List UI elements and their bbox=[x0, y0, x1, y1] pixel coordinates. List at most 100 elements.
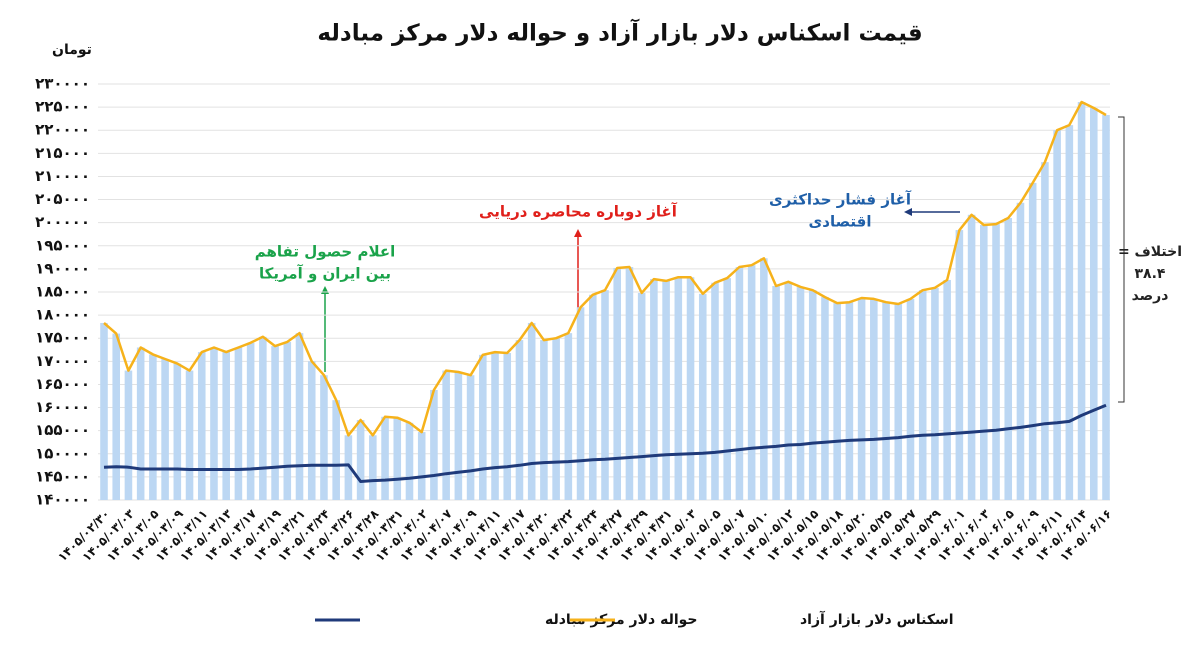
bar bbox=[210, 347, 218, 500]
annotation: درصد bbox=[1132, 288, 1169, 304]
annotation: آغاز فشار حداکثری bbox=[769, 191, 912, 209]
y-tick-label: ۲۱۰۰۰۰ bbox=[35, 167, 90, 185]
bar bbox=[1016, 202, 1025, 500]
bar bbox=[552, 338, 560, 500]
y-tick-label: ۱۸۰۰۰۰ bbox=[35, 306, 90, 324]
y-tick-label: ۲۰۵۰۰۰ bbox=[35, 190, 90, 208]
bar bbox=[674, 277, 683, 500]
bar bbox=[931, 287, 939, 500]
bar bbox=[503, 353, 512, 500]
bar bbox=[625, 267, 634, 500]
y-tick-label: ۱۶۵۰۰۰ bbox=[35, 375, 90, 393]
bar bbox=[735, 267, 744, 500]
y-tick-label: ۱۷۰۰۰۰ bbox=[35, 352, 90, 370]
bar bbox=[149, 354, 157, 500]
bar bbox=[161, 359, 169, 500]
bar bbox=[540, 340, 548, 500]
legend-label: حواله دلار مرکز مبادله bbox=[545, 612, 698, 628]
bar bbox=[369, 435, 377, 500]
bar bbox=[747, 265, 756, 500]
bar bbox=[479, 354, 487, 500]
bar bbox=[686, 277, 695, 500]
y-tick-label: ۱۷۵۰۰۰ bbox=[35, 329, 90, 347]
legend-label: اسکناس دلار بازار آزاد bbox=[800, 610, 954, 628]
bar bbox=[320, 375, 328, 500]
bar bbox=[124, 370, 133, 500]
bar bbox=[1028, 182, 1037, 500]
bar bbox=[405, 422, 414, 500]
bar bbox=[711, 282, 719, 500]
bar bbox=[857, 298, 866, 500]
bar bbox=[271, 346, 279, 500]
bar bbox=[662, 280, 670, 500]
bar bbox=[576, 307, 585, 500]
legend-item: حواله دلار مرکز مبادله bbox=[315, 612, 698, 628]
bar bbox=[906, 298, 915, 500]
bar bbox=[955, 230, 964, 500]
bar bbox=[992, 224, 1000, 500]
annotation: اختلاف = bbox=[1118, 244, 1182, 260]
annotation: اعلام حصول تفاهم bbox=[255, 243, 395, 261]
bar bbox=[173, 363, 182, 500]
y-tick-label: ۱۴۰۰۰۰ bbox=[35, 491, 90, 509]
bar bbox=[527, 322, 536, 500]
bar bbox=[185, 370, 194, 500]
bar bbox=[381, 416, 389, 500]
bar bbox=[1053, 130, 1061, 500]
bar bbox=[1089, 108, 1098, 500]
y-tick-label: ۲۳۰۰۰۰ bbox=[35, 75, 90, 93]
y-tick-label: ۱۸۵۰۰۰ bbox=[35, 283, 90, 301]
bar bbox=[1004, 218, 1013, 501]
bar bbox=[760, 258, 768, 500]
bar bbox=[943, 279, 951, 500]
bar bbox=[723, 278, 731, 500]
bar bbox=[588, 294, 597, 500]
bar bbox=[1102, 114, 1110, 501]
bar bbox=[466, 375, 475, 500]
bar bbox=[100, 322, 108, 500]
bar bbox=[1065, 125, 1074, 500]
annotation: اقتصادی bbox=[809, 213, 872, 231]
y-tick-label: ۱۵۵۰۰۰ bbox=[35, 421, 90, 439]
bar bbox=[234, 347, 243, 500]
y-tick-label: ۱۶۰۰۰۰ bbox=[35, 398, 90, 416]
bar bbox=[515, 340, 524, 500]
bar bbox=[601, 290, 609, 500]
bar bbox=[259, 336, 267, 500]
series-line bbox=[103, 100, 1107, 437]
y-tick-label: ۱۹۰۰۰۰ bbox=[35, 259, 90, 277]
bar bbox=[442, 370, 450, 500]
bar bbox=[698, 293, 707, 500]
bar bbox=[808, 290, 817, 500]
bar bbox=[833, 303, 841, 500]
bar bbox=[491, 352, 499, 500]
y-axis-label: تومان bbox=[52, 42, 92, 58]
bar bbox=[344, 435, 353, 500]
bar bbox=[784, 281, 793, 500]
bar bbox=[870, 298, 878, 500]
bar bbox=[967, 214, 976, 500]
annotation: ۳۸.۴ bbox=[1135, 266, 1166, 282]
y-tick-label: ۲۲۰۰۰۰ bbox=[35, 121, 90, 139]
bar bbox=[821, 297, 829, 500]
bar bbox=[613, 267, 622, 500]
bar bbox=[295, 333, 304, 500]
bar bbox=[222, 352, 230, 500]
bar bbox=[283, 341, 292, 500]
y-tick-label: ۲۱۵۰۰۰ bbox=[35, 144, 90, 162]
arrow-head bbox=[574, 229, 582, 237]
y-tick-label: ۱۵۰۰۰۰ bbox=[35, 444, 90, 462]
bar bbox=[980, 224, 988, 500]
annotation: آغاز دوباره محاصره دریایی bbox=[479, 203, 678, 221]
bar bbox=[112, 333, 121, 500]
bar bbox=[356, 420, 365, 500]
bar bbox=[197, 352, 206, 500]
bar bbox=[845, 302, 854, 500]
series-line bbox=[103, 403, 1107, 483]
bar bbox=[430, 389, 438, 500]
y-tick-label: ۱۴۵۰۰۰ bbox=[35, 467, 90, 485]
bar bbox=[307, 361, 316, 500]
chart-title: قیمت اسکناس دلار بازار آزاد و حواله دلار… bbox=[317, 18, 922, 47]
bar bbox=[1077, 102, 1086, 500]
